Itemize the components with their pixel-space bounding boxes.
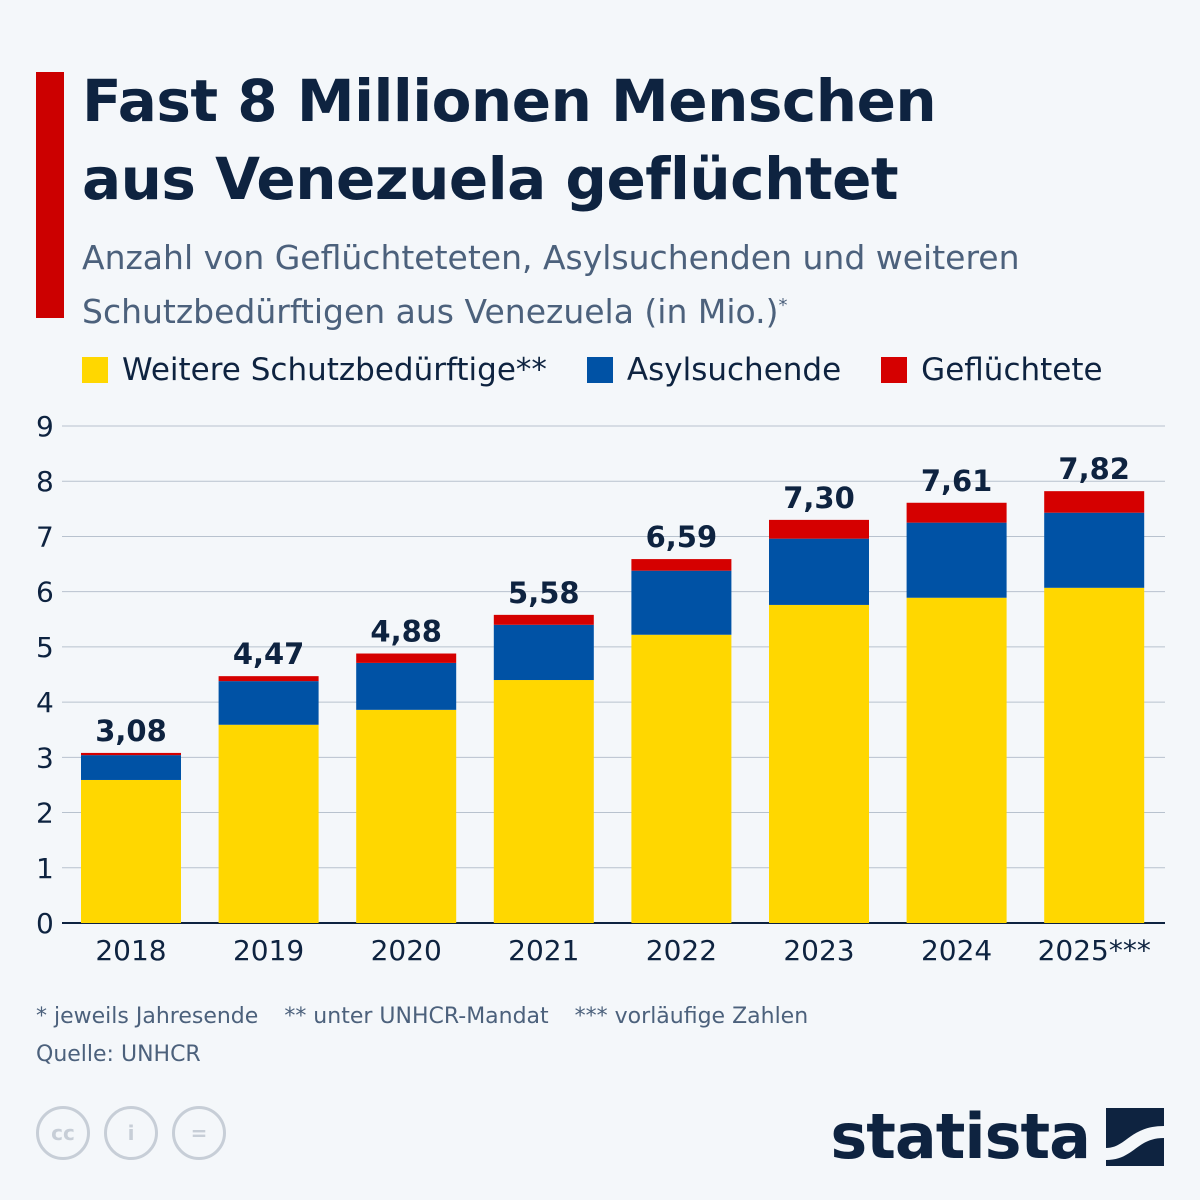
y-tick-label: 0 — [36, 907, 54, 940]
cc-icon[interactable]: cc — [36, 1106, 90, 1160]
legend: Weitere Schutzbedürftige** Asylsuchende … — [82, 352, 1103, 388]
legend-swatch — [82, 357, 108, 383]
total-label: 3,08 — [95, 714, 167, 748]
y-tick-label: 3 — [36, 741, 54, 774]
bar-segment-gefluechtete — [769, 519, 869, 539]
legend-label: Geflüchtete — [921, 352, 1103, 388]
legend-item-weitere: Weitere Schutzbedürftige** — [82, 352, 547, 388]
title-accent-bar — [36, 72, 64, 318]
total-label: 7,61 — [921, 464, 993, 498]
legend-label: Asylsuchende — [626, 352, 842, 388]
logo-text: statista — [830, 1100, 1091, 1173]
footnotes: * jeweils Jahresende ** unter UNHCR-Manda… — [36, 998, 834, 1074]
bar-segment-asyl — [356, 662, 457, 710]
bar-segment-gefluechtete — [631, 559, 732, 571]
y-tick-label: 6 — [36, 576, 54, 609]
x-tick-label: 2019 — [233, 934, 304, 967]
bar-segment-weitere — [906, 597, 1007, 923]
bar-segment-weitere — [218, 724, 319, 923]
total-label: 6,59 — [646, 520, 718, 554]
legend-swatch — [586, 357, 613, 383]
bar-segment-weitere — [1044, 587, 1145, 923]
subtitle-text: Anzahl von Geflüchteteten, Asylsuchenden… — [82, 238, 1020, 331]
bar-segment-weitere — [493, 680, 594, 923]
bar-segment-asyl — [81, 755, 181, 780]
title-line-2: aus Venezuela geflüchtet — [82, 145, 899, 213]
bar-segment-gefluechtete — [356, 653, 457, 663]
y-tick-label: 2 — [36, 797, 54, 830]
legend-item-asyl: Asylsuchende — [586, 352, 842, 388]
footnote-1: * jeweils Jahresende — [36, 1004, 259, 1029]
bar-segment-asyl — [1044, 512, 1145, 588]
y-tick-label: 8 — [36, 465, 54, 498]
bar-segment-asyl — [769, 538, 869, 605]
chart-title: Fast 8 Millionen Menschen aus Venezuela g… — [82, 62, 937, 218]
total-label: 7,30 — [783, 481, 855, 515]
no-derivatives-icon[interactable]: = — [172, 1106, 226, 1160]
bar-segment-asyl — [906, 522, 1007, 598]
x-tick-label: 2023 — [783, 934, 854, 967]
y-tick-label: 4 — [36, 686, 54, 719]
bar-segment-gefluechtete — [218, 676, 319, 682]
x-tick-label: 2020 — [371, 934, 442, 967]
total-label: 5,58 — [508, 576, 580, 610]
statista-logo[interactable]: statista — [830, 1100, 1164, 1173]
attribution-icon[interactable]: i — [104, 1106, 158, 1160]
bar-segment-weitere — [81, 779, 181, 923]
y-tick-label: 9 — [36, 410, 54, 443]
legend-swatch — [881, 357, 908, 383]
bar-segment-gefluechtete — [1044, 491, 1145, 513]
bar-segment-asyl — [218, 681, 319, 725]
subtitle-footnote-mark: * — [778, 295, 788, 316]
title-line-1: Fast 8 Millionen Menschen — [82, 67, 937, 135]
y-tick-label: 1 — [36, 852, 54, 885]
y-tick-label: 7 — [36, 520, 54, 553]
bar-segment-gefluechtete — [493, 614, 594, 625]
statista-logo-icon — [1106, 1107, 1164, 1166]
footnote-3: *** vorläufige Zahlen — [574, 1004, 809, 1029]
source: Quelle: UNHCR — [36, 1042, 201, 1067]
legend-item-gefluechtete: Geflüchtete — [881, 352, 1103, 388]
bar-segment-gefluechtete — [81, 752, 181, 756]
total-label: 4,88 — [370, 615, 442, 649]
y-tick-label: 5 — [36, 631, 54, 664]
x-tick-label: 2018 — [95, 934, 166, 967]
x-tick-label: 2025*** — [1038, 934, 1151, 967]
bar-segment-weitere — [769, 604, 869, 923]
chart-subtitle: Anzahl von Geflüchteteten, Asylsuchenden… — [82, 234, 1162, 336]
footnote-2: ** unter UNHCR-Mandat — [284, 1004, 549, 1029]
x-tick-label: 2022 — [646, 934, 717, 967]
x-tick-label: 2021 — [508, 934, 579, 967]
total-label: 7,82 — [1058, 452, 1130, 486]
stacked-bar-chart: 0 1 2 3 4 5 6 7 8 9 3,08 2018 4,47 2019 4,88 2020 5,58 20… — [36, 410, 1165, 967]
bar-segment-asyl — [631, 570, 732, 635]
total-label: 4,47 — [233, 637, 305, 671]
bar-segment-gefluechtete — [906, 502, 1007, 523]
bar-segment-asyl — [493, 624, 594, 681]
legend-label: Weitere Schutzbedürftige** — [122, 352, 547, 388]
bar-segment-weitere — [356, 709, 457, 923]
x-tick-label: 2024 — [921, 934, 992, 967]
license-icons: cc i = — [36, 1106, 226, 1160]
bar-segment-weitere — [631, 634, 732, 923]
